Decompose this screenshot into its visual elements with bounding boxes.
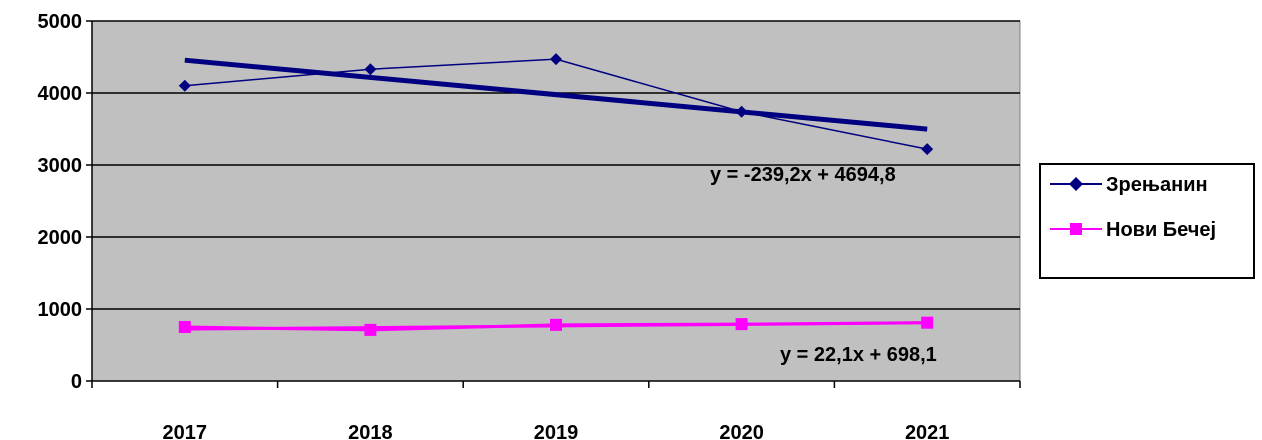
data-point (364, 63, 377, 76)
x-tick-label: 2021 (905, 422, 950, 440)
y-tick-label: 3000 (38, 155, 83, 177)
data-point (550, 53, 562, 66)
axes (86, 20, 1021, 388)
legend-marker-novi-becej (1070, 223, 1082, 235)
x-tick-label: 2020 (719, 422, 764, 440)
data-point (178, 79, 191, 92)
y-tick-label: 4000 (38, 83, 83, 105)
tick-labels: 0 1000 2000 3000 4000 5000 2017 2018 2019 2020 202… (38, 11, 950, 440)
y-tick-label: 0 (71, 371, 82, 393)
legend-label-zrenjanin: Зрењанин (1106, 174, 1208, 196)
data-point (921, 316, 934, 329)
data-point (735, 105, 748, 118)
x-tick-label: 2017 (163, 422, 208, 440)
trendline (184, 57, 928, 132)
data-point (735, 318, 748, 331)
x-tick-label: 2018 (348, 422, 393, 440)
y-tick-label: 2000 (38, 227, 83, 249)
trendline-equation-zrenjanin: y = -239,2x + 4694,8 (710, 164, 896, 186)
gridlines (92, 20, 1020, 310)
data-point (550, 318, 562, 331)
trendline-equation-novi-becej: y = 22,1x + 698,1 (780, 344, 937, 366)
data-point (364, 323, 377, 336)
y-tick-label: 5000 (38, 11, 83, 33)
data-markers (178, 53, 934, 336)
data-point (921, 143, 934, 156)
x-tick-label: 2019 (534, 422, 579, 440)
data-point (178, 321, 191, 333)
legend: Зрењанин Нови Бечеј (1039, 163, 1255, 279)
y-tick-label: 1000 (38, 299, 83, 321)
legend-marker-zrenjanin (1069, 177, 1083, 191)
legend-label-novi-becej: Нови Бечеј (1106, 219, 1216, 241)
